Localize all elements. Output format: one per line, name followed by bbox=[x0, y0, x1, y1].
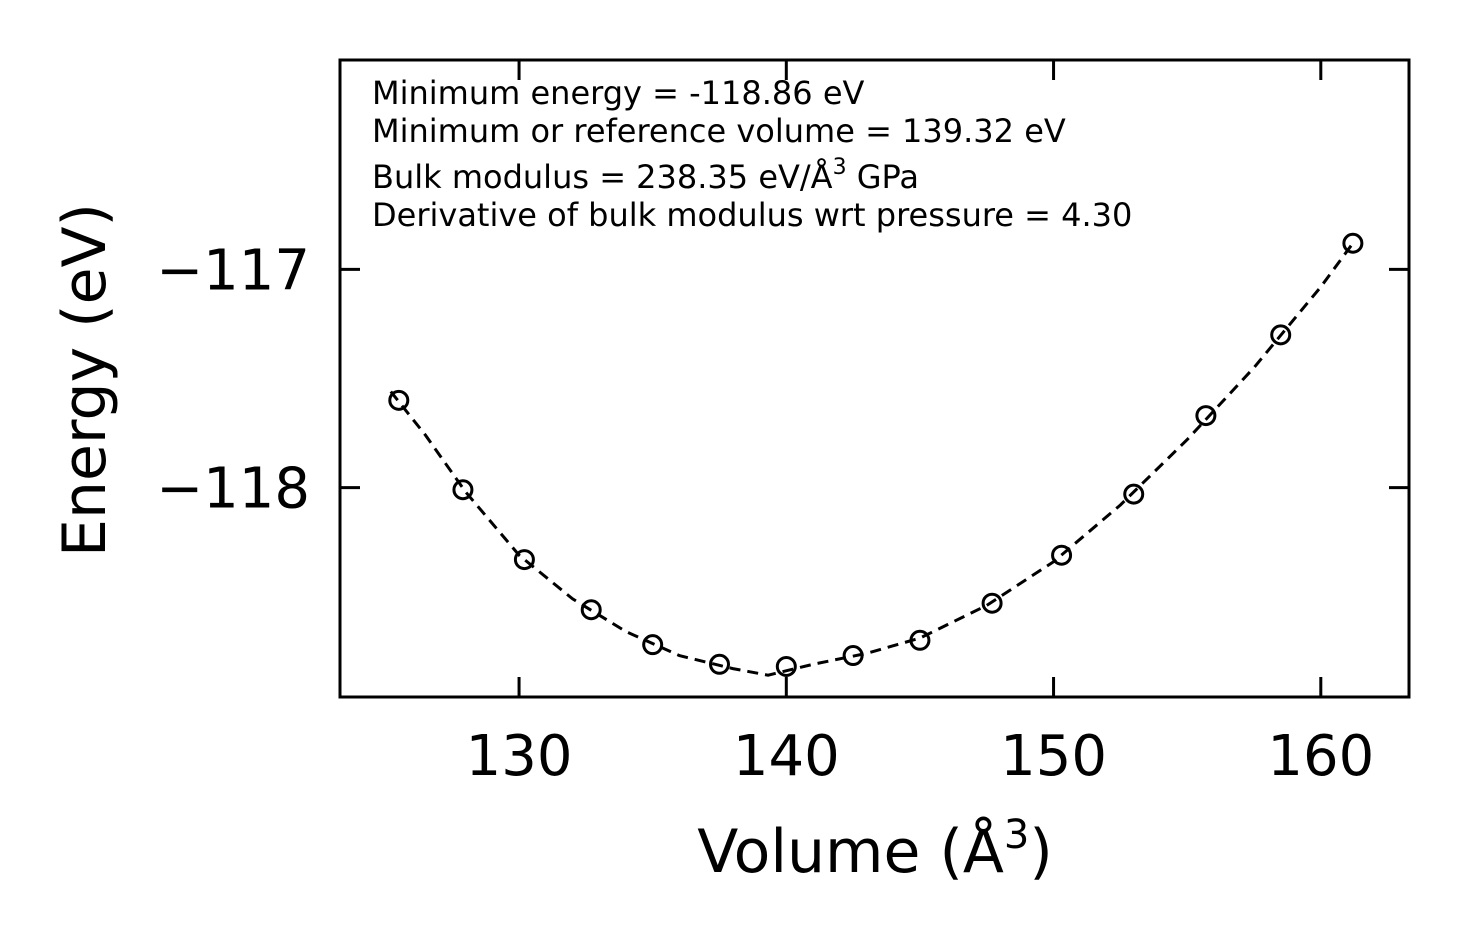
annotation-bulk-modulus: Bulk modulus = 238.35 eV/Å3 GPa bbox=[372, 155, 919, 196]
y-tick-label-0: −117 bbox=[156, 238, 310, 303]
x-axis-label: Volume (Å3) bbox=[697, 812, 1053, 887]
data-point-9 bbox=[981, 592, 1003, 614]
annotation-ref-volume: Minimum or reference volume = 139.32 eV bbox=[372, 112, 1066, 150]
x-tick-label-0: 130 bbox=[466, 724, 573, 789]
y-axis-label: Energy (eV) bbox=[50, 203, 120, 557]
annotation-bulk-modulus-text: Bulk modulus = 238.35 eV/Å bbox=[372, 158, 833, 196]
y-tick-label-1: −118 bbox=[156, 457, 310, 522]
fit-curve-layer bbox=[389, 242, 1355, 677]
data-point-8 bbox=[909, 629, 931, 651]
annotation-bulk-derivative: Derivative of bulk modulus wrt pressure … bbox=[372, 196, 1132, 234]
annotation-bulk-modulus-unit: GPa bbox=[847, 158, 919, 196]
data-point-3 bbox=[580, 599, 602, 621]
data-point-13 bbox=[1270, 324, 1292, 346]
annotation-bulk-modulus-sup: 3 bbox=[833, 155, 847, 180]
data-point-6 bbox=[775, 655, 797, 677]
data-point-14 bbox=[1342, 232, 1364, 254]
data-point-10 bbox=[1051, 544, 1073, 566]
x-tick-label-1: 140 bbox=[733, 724, 840, 789]
ticks-layer: 130 140 150 160 −117 −118 bbox=[156, 60, 1409, 789]
x-tick-label-3: 160 bbox=[1267, 724, 1374, 789]
data-point-5 bbox=[708, 653, 730, 675]
x-axis-label-close: ) bbox=[1029, 817, 1052, 887]
plot-frame bbox=[338, 58, 1411, 699]
data-point-4 bbox=[642, 634, 664, 656]
data-point-12 bbox=[1195, 405, 1217, 427]
x-axis-label-text: Volume (Å bbox=[697, 816, 1004, 887]
x-tick-label-2: 150 bbox=[1000, 724, 1107, 789]
data-point-2 bbox=[513, 549, 535, 571]
data-point-0 bbox=[388, 389, 410, 411]
data-points-layer bbox=[388, 232, 1364, 677]
fit-curve-line bbox=[389, 242, 1355, 677]
data-point-7 bbox=[842, 645, 864, 667]
data-point-1 bbox=[452, 479, 474, 501]
annotation-min-energy: Minimum energy = -118.86 eV bbox=[372, 74, 865, 112]
x-axis-label-sup: 3 bbox=[1004, 812, 1029, 858]
data-point-11 bbox=[1123, 483, 1145, 505]
